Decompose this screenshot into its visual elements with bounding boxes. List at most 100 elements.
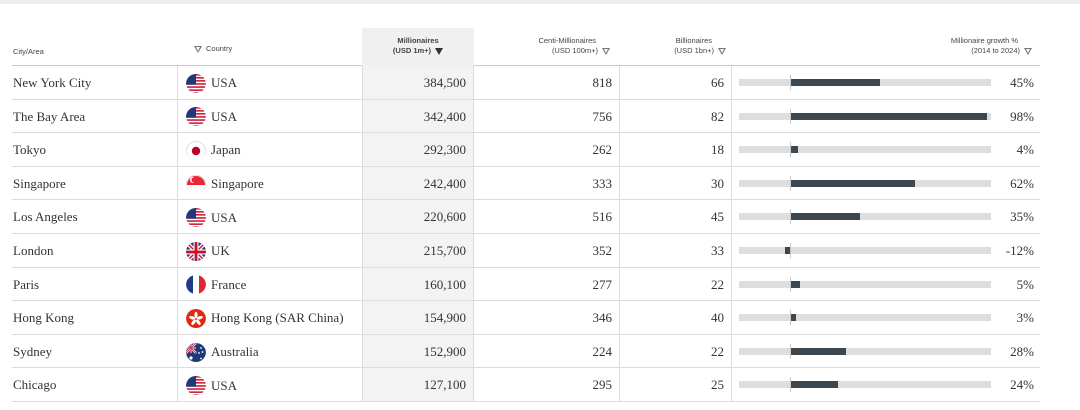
billionaires-cell: 66 xyxy=(620,66,732,100)
header-growth-label: Millionaire growth % xyxy=(950,36,1018,45)
growth-value: 35% xyxy=(1010,209,1034,225)
city-cell: Tokyo xyxy=(13,142,47,158)
millionaires-cell: 127,100 xyxy=(362,368,474,402)
country-cell: USA xyxy=(177,66,362,100)
country-cell: UK xyxy=(177,233,362,268)
centi-millionaires-cell: 818 xyxy=(474,66,620,100)
centi-millionaires-cell: 352 xyxy=(474,233,620,268)
jp-flag-icon xyxy=(186,140,206,160)
growth-bar-track xyxy=(739,175,991,191)
millionaires-cell: 160,100 xyxy=(362,267,474,302)
growth-zero-line xyxy=(790,276,791,292)
growth-value: 98% xyxy=(1010,108,1034,124)
sort-triangle-icon[interactable] xyxy=(194,45,202,53)
header-country[interactable]: Country xyxy=(190,44,232,82)
table-row[interactable]: Chicago USA 127,100 295 25 24% xyxy=(12,368,1040,402)
growth-bar-track xyxy=(739,142,991,158)
table-body: New York City USA 384,500 818 66 45% The… xyxy=(12,66,1040,402)
growth-zero-line xyxy=(790,242,791,258)
sort-triangle-icon[interactable] xyxy=(602,47,610,55)
centi-millionaires-cell: 262 xyxy=(474,133,620,167)
table-row[interactable]: Tokyo Japan 292,300 262 18 4% xyxy=(12,133,1040,167)
us-flag-icon xyxy=(186,375,206,396)
uk-flag-icon xyxy=(186,241,206,261)
table-row[interactable]: Hong Kong Hong Kong (SAR China) 154,900 … xyxy=(12,301,1040,335)
city-cell: New York City xyxy=(13,75,92,90)
country-cell: USA xyxy=(177,368,362,402)
growth-bar-cell xyxy=(732,301,1040,335)
growth-bar-track xyxy=(739,343,991,359)
country-cell: USA xyxy=(177,99,362,134)
growth-bar-fill xyxy=(790,112,987,120)
sort-triangle-icon[interactable] xyxy=(718,47,726,55)
centi-millionaires-cell: 277 xyxy=(474,267,620,302)
millionaires-cell: 215,700 xyxy=(362,233,474,268)
country-name: USA xyxy=(211,209,238,225)
table-row[interactable]: London UK 215,700 352 33 -12% xyxy=(12,233,1040,268)
growth-bar-cell xyxy=(732,268,1040,302)
us-flag-icon xyxy=(186,207,206,228)
table-row[interactable]: New York City USA 384,500 818 66 45% xyxy=(12,66,1040,100)
hk-flag-icon xyxy=(186,308,206,328)
growth-value: 3% xyxy=(1016,310,1034,326)
growth-value: 5% xyxy=(1016,276,1034,292)
header-billionaires-label: Billionaires xyxy=(675,36,712,45)
billionaires-cell: 25 xyxy=(620,368,732,402)
growth-bar-cell xyxy=(732,167,1040,201)
growth-bar-cell xyxy=(732,133,1040,167)
growth-bar-track xyxy=(739,209,991,225)
country-name: UK xyxy=(211,243,230,259)
billionaires-cell: 33 xyxy=(620,233,732,268)
country-name: USA xyxy=(211,377,238,393)
au-flag-icon xyxy=(186,342,206,362)
header-centi-sublabel: (USD 100m+) xyxy=(551,46,598,55)
us-flag-icon xyxy=(186,73,206,93)
us-flag-icon xyxy=(186,106,206,127)
table-row[interactable]: Los Angeles USA 220,600 516 45 35% xyxy=(12,200,1040,234)
centi-millionaires-cell: 224 xyxy=(474,334,620,369)
billionaires-cell: 22 xyxy=(620,267,732,302)
city-cell: Los Angeles xyxy=(13,209,78,225)
sort-triangle-icon[interactable] xyxy=(1024,47,1032,55)
header-centi-millionaires[interactable]: Centi-Millionaires (USD 100m+) xyxy=(474,28,620,66)
table-row[interactable]: Sydney Australia 152,900 224 22 28% xyxy=(12,334,1040,369)
city-cell: Singapore xyxy=(13,175,66,191)
growth-bar-cell xyxy=(732,234,1040,268)
sort-triangle-active-icon[interactable] xyxy=(435,47,444,55)
millionaires-cell: 220,600 xyxy=(362,200,474,234)
table-row[interactable]: Singapore Singapore 242,400 333 30 62% xyxy=(12,166,1040,201)
country-name: Australia xyxy=(211,344,259,360)
header-billionaires[interactable]: Billionaires (USD 1bn+) xyxy=(620,28,732,66)
millionaires-cell: 342,400 xyxy=(362,99,474,134)
billionaires-cell: 40 xyxy=(620,301,732,335)
country-name: France xyxy=(211,276,247,292)
growth-bar-cell xyxy=(732,100,1040,134)
header-millionaires[interactable]: Millionaires (USD 1m+) xyxy=(362,28,474,66)
centi-millionaires-cell: 346 xyxy=(474,301,620,335)
growth-bar-cell xyxy=(732,335,1040,369)
millionaires-cell: 292,300 xyxy=(362,133,474,167)
growth-zero-line xyxy=(790,75,791,90)
centi-millionaires-cell: 295 xyxy=(474,368,620,402)
country-name: Japan xyxy=(211,142,241,158)
city-cell: Paris xyxy=(13,276,39,292)
table-header: City/Area Country Millionaires (USD 1m+)… xyxy=(12,28,1040,66)
table-row[interactable]: Paris France 160,100 277 22 5% xyxy=(12,267,1040,302)
country-name: Singapore xyxy=(211,176,264,192)
header-growth[interactable]: Millionaire growth % (2014 to 2024) xyxy=(732,28,1040,66)
city-cell: Hong Kong xyxy=(13,310,75,326)
table-row[interactable]: The Bay Area USA 342,400 756 82 98% xyxy=(12,99,1040,134)
header-city[interactable]: City/Area xyxy=(13,47,44,85)
city-cell: The Bay Area xyxy=(13,108,86,124)
growth-zero-line xyxy=(790,343,791,359)
growth-zero-line xyxy=(790,108,791,124)
growth-value: 62% xyxy=(1010,175,1034,191)
growth-zero-line xyxy=(790,310,791,326)
millionaires-column-highlight xyxy=(362,66,474,402)
centi-millionaires-cell: 516 xyxy=(474,200,620,234)
header-city-label: City/Area xyxy=(13,47,44,56)
centi-millionaires-cell: 333 xyxy=(474,166,620,201)
header-country-label: Country xyxy=(206,44,233,53)
billionaires-cell: 22 xyxy=(620,334,732,369)
country-cell: Hong Kong (SAR China) xyxy=(177,301,362,335)
